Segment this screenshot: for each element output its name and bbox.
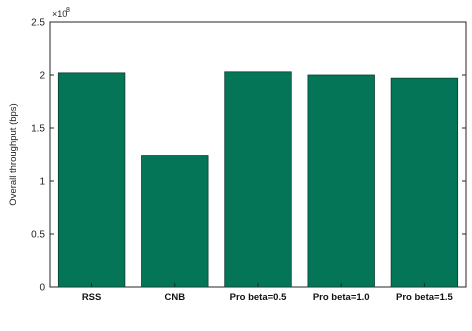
y-tick-label: 0.5 <box>31 230 45 241</box>
bar-pro-beta-1-0 <box>307 74 375 288</box>
y-tick-label: 1 <box>39 177 45 188</box>
y-multiplier-exponent: 8 <box>66 7 70 14</box>
bar-rss <box>57 72 126 288</box>
x-tick-label: RSS <box>82 292 102 303</box>
y-tick-label: 0 <box>39 283 45 294</box>
y-multiplier-base: ×10 <box>52 9 67 19</box>
x-tick-label: CNB <box>165 292 186 303</box>
y-tick-label: 2.5 <box>31 18 45 29</box>
bar-pro-beta-1-5 <box>390 77 459 288</box>
x-tick-label: Pro beta=1.0 <box>313 292 370 303</box>
bar-pro-beta-0-5 <box>224 71 292 288</box>
x-tick-label: Pro beta=1.5 <box>396 292 453 303</box>
x-axis-labels: RSS CNB Pro beta=0.5 Pro beta=1.0 Pro beta=1… <box>82 283 453 303</box>
y-axis-label: Overall throughput (bps) <box>8 103 19 205</box>
y-tick-label: 2 <box>39 71 45 82</box>
bar-cnb <box>141 155 209 288</box>
y-tick-label: 1.5 <box>31 124 45 135</box>
y-axis-ticks: 0 0.5 1 1.5 2 2.5 <box>31 18 466 294</box>
bars <box>57 71 459 288</box>
x-tick-label: Pro beta=0.5 <box>230 292 287 303</box>
y-axis-multiplier: ×10 8 <box>52 7 70 19</box>
